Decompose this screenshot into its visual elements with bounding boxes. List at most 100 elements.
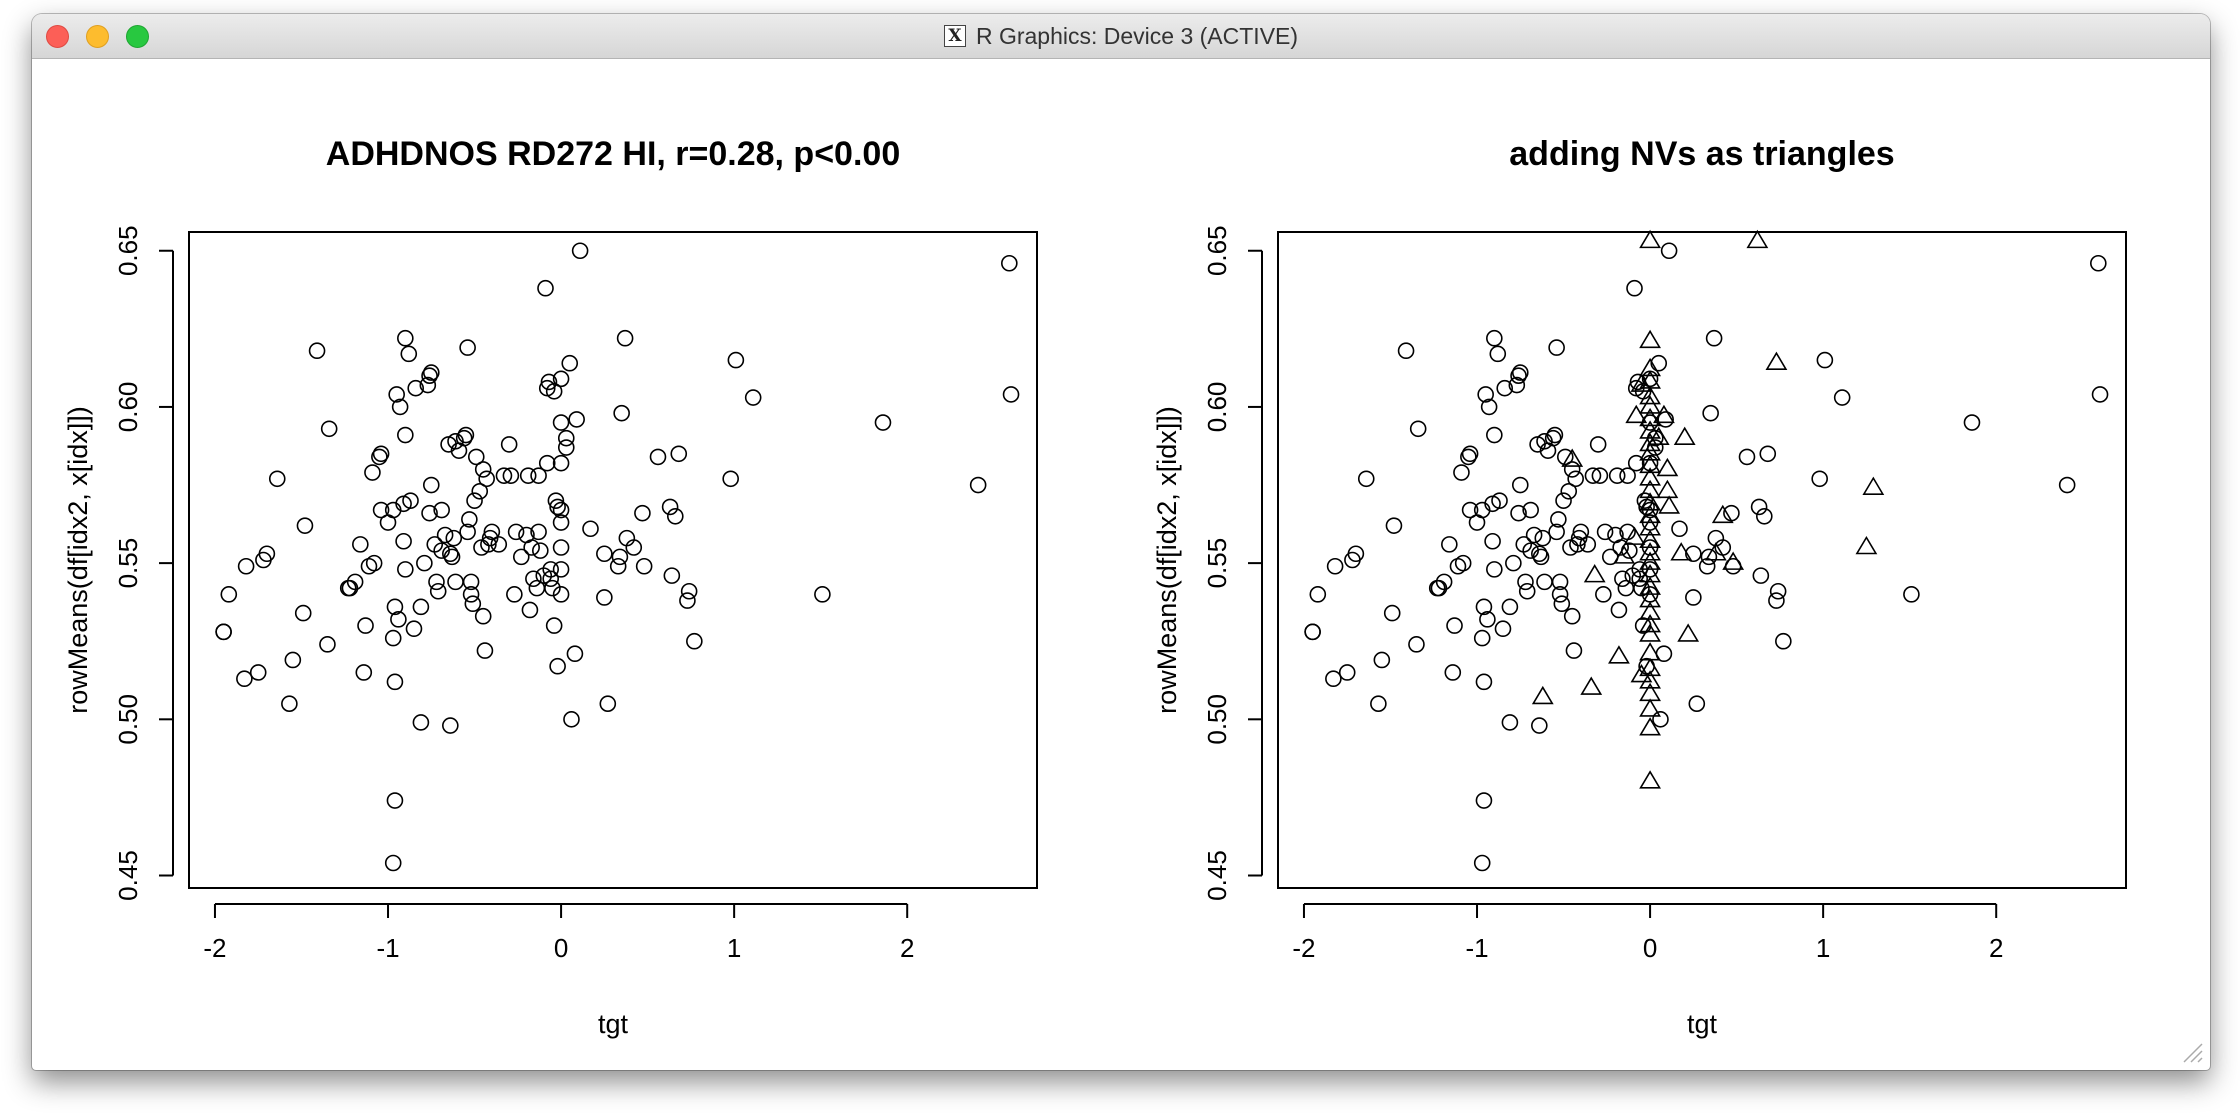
data-point-circle xyxy=(686,632,703,650)
data-point-circle xyxy=(1475,792,1493,809)
x-tick-label: -2 xyxy=(203,933,226,963)
data-point-circle xyxy=(1475,598,1493,616)
data-point-circle xyxy=(1517,573,1534,591)
data-point-circle xyxy=(445,529,463,547)
data-point-triangle xyxy=(1639,551,1661,570)
data-point-circle xyxy=(611,548,629,566)
data-point-circle xyxy=(237,557,255,575)
data-point-circle xyxy=(1486,561,1503,578)
data-point-triangle xyxy=(1677,623,1700,642)
data-point-triangle xyxy=(1639,576,1661,595)
y-tick-label: 0.45 xyxy=(113,850,143,901)
data-point-circle xyxy=(1454,554,1472,572)
data-point-circle xyxy=(372,445,390,463)
data-point-circle xyxy=(1626,279,1643,297)
data-point-triangle xyxy=(1639,670,1661,689)
plots-svg: ADHDNOS RD272 HI, r=0.28, p<0.00 -2 -1 0 1 2 t… xyxy=(63,135,2127,1039)
data-point-circle xyxy=(663,567,681,584)
data-point-circle xyxy=(319,636,336,653)
resize-grip-icon[interactable] xyxy=(2178,1038,2204,1064)
left-scatter-panel: ADHDNOS RD272 HI, r=0.28, p<0.00 -2 -1 0 1 2 t… xyxy=(63,135,1038,1039)
data-point-circle xyxy=(1768,592,1785,609)
data-point-circle xyxy=(1671,520,1688,538)
data-point-circle xyxy=(1325,670,1342,688)
data-point-circle xyxy=(1548,523,1565,541)
data-point-circle xyxy=(464,595,482,613)
data-point-circle xyxy=(1816,351,1834,369)
x-tick-label: 0 xyxy=(554,933,568,963)
data-point-circle xyxy=(1612,539,1629,556)
title-bar[interactable]: X R Graphics: Device 3 (ACTIVE) xyxy=(32,14,2210,59)
data-point-circle xyxy=(1608,467,1626,484)
data-point-triangle xyxy=(1608,645,1630,664)
data-point-circle xyxy=(1556,448,1574,466)
data-point-circle xyxy=(436,526,454,544)
data-point-circle xyxy=(320,420,338,438)
data-point-circle xyxy=(355,664,373,681)
data-point-circle xyxy=(616,329,634,347)
data-point-circle xyxy=(500,436,518,453)
data-point-circle xyxy=(1002,386,1020,403)
data-point-circle xyxy=(1479,611,1496,628)
data-point-triangle xyxy=(1670,542,1693,561)
data-point-circle xyxy=(346,573,364,591)
data-point-circle xyxy=(512,548,530,566)
data-point-circle xyxy=(294,604,312,622)
data-point-triangle xyxy=(1639,329,1661,349)
data-point-circle xyxy=(364,464,381,481)
data-point-circle xyxy=(545,383,563,400)
data-point-circle xyxy=(537,279,554,297)
data-point-circle xyxy=(395,532,412,550)
r-graphics-window: X R Graphics: Device 3 (ACTIVE) ADHDNOS … xyxy=(32,14,2210,1070)
data-point-circle xyxy=(1304,623,1321,641)
data-point-circle xyxy=(1444,664,1462,681)
data-point-circle xyxy=(296,517,314,534)
data-point-circle xyxy=(1326,557,1344,575)
data-point-circle xyxy=(557,439,575,456)
data-point-circle xyxy=(1596,523,1614,541)
data-point-circle xyxy=(969,476,987,494)
plot-area: ADHDNOS RD272 HI, r=0.28, p<0.00 -2 -1 0 1 2 t… xyxy=(32,59,2210,1070)
plot-box xyxy=(1277,231,2127,889)
data-point-circle xyxy=(474,461,492,478)
close-button[interactable] xyxy=(46,25,69,48)
data-point-triangle xyxy=(1623,526,1646,545)
data-point-circle xyxy=(563,711,580,728)
data-point-circle xyxy=(455,429,473,447)
data-point-triangle xyxy=(1639,432,1661,452)
data-point-triangle xyxy=(1639,395,1661,414)
data-point-circle xyxy=(634,504,651,522)
data-point-triangle xyxy=(1862,476,1885,495)
data-point-circle xyxy=(814,586,831,603)
data-point-triangle xyxy=(1639,698,1661,717)
y-tick-label: 0.55 xyxy=(113,538,143,589)
data-point-triangle xyxy=(1639,479,1661,499)
data-point-circle xyxy=(1385,517,1403,534)
data-point-circle xyxy=(1569,536,1586,553)
data-point-circle xyxy=(474,607,492,625)
zoom-button[interactable] xyxy=(126,25,149,48)
data-point-circle xyxy=(661,498,679,516)
data-point-circle xyxy=(552,454,570,472)
data-point-circle xyxy=(1775,632,1792,650)
data-point-circle xyxy=(1610,601,1628,619)
x-tick-label: 0 xyxy=(1643,933,1657,963)
minimize-button[interactable] xyxy=(86,25,109,48)
data-point-circle xyxy=(1614,570,1631,588)
data-point-circle xyxy=(1555,492,1572,509)
data-point-circle xyxy=(1441,536,1458,553)
data-point-circle xyxy=(258,545,276,563)
data-point-triangle xyxy=(1630,664,1653,683)
data-point-triangle xyxy=(1722,551,1745,570)
data-point-circle xyxy=(1484,532,1501,550)
data-point-circle xyxy=(1685,545,1702,563)
data-point-triangle xyxy=(1639,517,1661,536)
data-point-circle xyxy=(542,570,559,588)
data-point-circle xyxy=(386,792,404,809)
data-point-circle xyxy=(1408,636,1425,653)
data-point-circle xyxy=(1752,567,1770,584)
data-point-circle xyxy=(1473,854,1491,872)
data-point-circle xyxy=(1347,545,1365,563)
data-point-triangle xyxy=(1561,448,1584,467)
data-point-circle xyxy=(519,467,537,484)
